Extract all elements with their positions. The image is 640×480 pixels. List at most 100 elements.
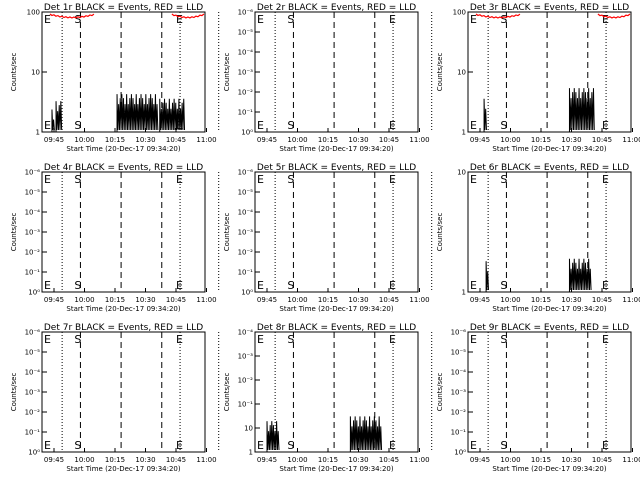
marker-s-bottom: S: [74, 279, 81, 292]
y-axis-label: Counts/sec: [436, 213, 444, 252]
lld-rate-trace: [475, 13, 521, 19]
y-tick-label: 10: [31, 69, 40, 77]
x-tick-label: 10:45: [379, 296, 399, 304]
x-axis-label: Start Time (20-Dec-17 09:34:20): [66, 145, 180, 153]
x-tick-label: 11:00: [196, 296, 216, 304]
x-tick-label: 11:00: [409, 456, 429, 464]
event-rate-trace: [159, 98, 186, 132]
x-tick-label: 10:15: [531, 136, 551, 144]
x-tick-label: 09:45: [470, 456, 490, 464]
y-tick-label: 100: [453, 9, 466, 17]
marker-e-top: E: [176, 13, 183, 26]
panel-title: Det 8r BLACK = Events, RED = LLD: [257, 323, 416, 333]
x-tick-label: 10:15: [105, 456, 125, 464]
marker-e-left-bottom: E: [44, 119, 51, 132]
y-tick-label: 10⁻¹: [25, 429, 41, 437]
y-axis-label: Counts/sec: [223, 213, 231, 252]
detector-panel-8: Det 8r BLACK = Events, RED = LLD Counts/s…: [223, 323, 433, 473]
marker-e-top: E: [176, 173, 183, 186]
marker-e-left-bottom: E: [257, 119, 264, 132]
marker-e-top: E: [602, 173, 609, 186]
x-tick-label: 09:45: [470, 136, 490, 144]
x-tick-label: 10:30: [561, 136, 581, 144]
x-axis-label: Start Time (20-Dec-17 09:34:20): [492, 145, 606, 153]
lld-rate-trace: [597, 13, 631, 19]
x-tick-label: 10:45: [592, 136, 612, 144]
x-tick-label: 09:45: [257, 136, 277, 144]
y-tick-label: 10⁻²: [238, 249, 254, 257]
y-tick-label: 10⁻²: [451, 409, 467, 417]
marker-s-top: S: [74, 333, 81, 346]
y-tick-label: 10⁻⁴: [238, 209, 254, 217]
x-tick-label: 10:00: [287, 296, 307, 304]
x-tick-label: 10:00: [500, 296, 520, 304]
marker-e-bottom: E: [389, 439, 396, 452]
event-rate-trace: [51, 109, 55, 132]
y-tick-label: 10⁻³: [25, 229, 41, 237]
x-tick-label: 11:00: [409, 296, 429, 304]
y-axis-label: Counts/sec: [10, 373, 18, 412]
marker-e-bottom: E: [389, 279, 396, 292]
x-axis-label: Start Time (20-Dec-17 09:34:20): [492, 465, 606, 473]
y-tick-label: 10: [457, 69, 466, 77]
panel-title: Det 5r BLACK = Events, RED = LLD: [257, 163, 416, 173]
marker-e-top: E: [176, 333, 183, 346]
marker-s-top: S: [74, 13, 81, 26]
x-axis-label: Start Time (20-Dec-17 09:34:20): [492, 305, 606, 313]
marker-e-bottom: E: [176, 279, 183, 292]
marker-s-bottom: S: [287, 439, 294, 452]
x-tick-label: 10:45: [592, 296, 612, 304]
x-tick-label: 09:45: [257, 456, 277, 464]
marker-s-top: S: [500, 333, 507, 346]
marker-e-left-top: E: [470, 173, 477, 186]
event-rate-trace: [568, 258, 592, 292]
y-tick-label: 10⁻⁶: [451, 329, 467, 337]
y-tick-label: 1: [249, 449, 253, 457]
x-tick-label: 09:45: [44, 456, 64, 464]
marker-e-left-top: E: [44, 333, 51, 346]
x-tick-label: 10:30: [348, 456, 368, 464]
y-tick-label: 10⁻¹: [451, 429, 467, 437]
x-tick-label: 10:30: [561, 296, 581, 304]
marker-e-left-bottom: E: [44, 439, 51, 452]
x-tick-label: 10:00: [287, 136, 307, 144]
marker-e-top: E: [389, 333, 396, 346]
detector-panel-4: Det 4r BLACK = Events, RED = LLD Counts/s…: [10, 163, 220, 313]
detector-panel-3: Det 3r BLACK = Events, RED = LLD Counts/s…: [436, 3, 640, 153]
y-axis-label: Counts/sec: [436, 373, 444, 412]
marker-e-left-top: E: [257, 173, 264, 186]
marker-s-bottom: S: [500, 279, 507, 292]
x-tick-label: 11:00: [409, 136, 429, 144]
y-tick-label: 10⁻³: [238, 229, 254, 237]
y-tick-label: 10⁻²: [25, 249, 41, 257]
x-axis-label: Start Time (20-Dec-17 09:34:20): [279, 465, 393, 473]
x-tick-label: 09:45: [470, 296, 490, 304]
y-tick-label: 10⁻²: [238, 377, 254, 385]
detector-panel-6: Det 6r BLACK = Events, RED = LLD Counts/s…: [436, 163, 640, 313]
marker-e-top: E: [389, 13, 396, 26]
plot-frame: [467, 171, 632, 293]
marker-e-left-top: E: [470, 13, 477, 26]
y-tick-label: 10⁻³: [25, 389, 41, 397]
y-tick-label: 10⁻⁴: [25, 209, 41, 217]
x-tick-label: 09:45: [44, 136, 64, 144]
event-rate-trace: [568, 88, 595, 132]
x-tick-label: 09:45: [257, 296, 277, 304]
panel-title: Det 1r BLACK = Events, RED = LLD: [44, 3, 203, 13]
y-tick-label: 1: [462, 289, 466, 297]
marker-s-bottom: S: [500, 439, 507, 452]
x-tick-label: 11:00: [196, 456, 216, 464]
marker-s-top: S: [500, 173, 507, 186]
x-tick-label: 10:45: [592, 456, 612, 464]
x-tick-label: 10:00: [287, 456, 307, 464]
marker-e-top: E: [602, 13, 609, 26]
y-tick-label: 10⁻¹: [238, 269, 254, 277]
y-tick-label: 10: [457, 169, 466, 177]
y-tick-label: 10⁻¹: [25, 269, 41, 277]
panel-title: Det 3r BLACK = Events, RED = LLD: [470, 3, 629, 13]
marker-s-bottom: S: [287, 279, 294, 292]
y-tick-label: 100: [27, 9, 40, 17]
y-tick-label: 10⁻⁵: [25, 349, 41, 357]
marker-e-left-top: E: [44, 13, 51, 26]
y-axis-label: Counts/sec: [436, 53, 444, 92]
